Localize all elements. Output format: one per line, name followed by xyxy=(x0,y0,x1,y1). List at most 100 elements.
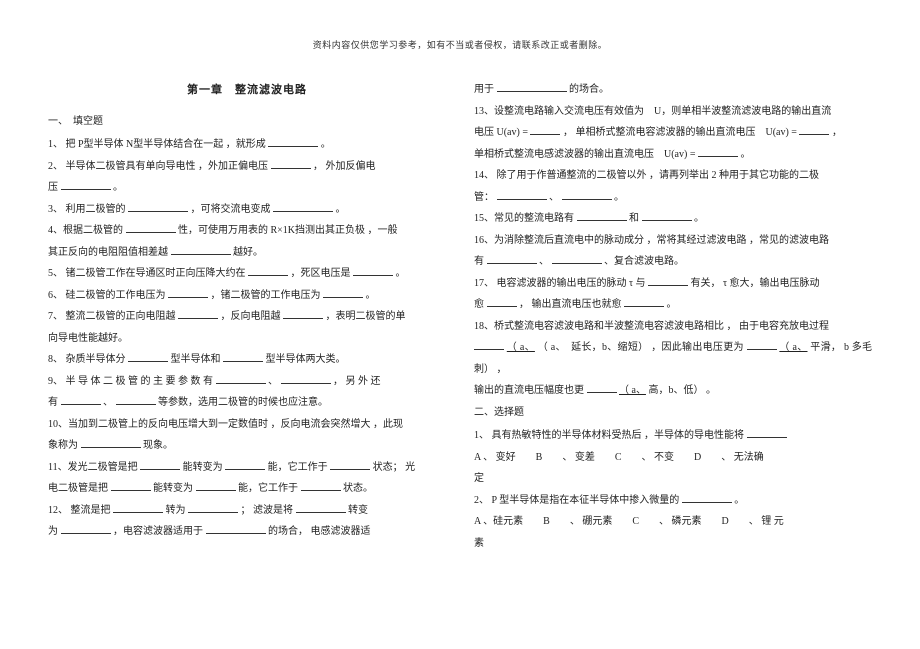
q5: 5、 锗二极管工作在导通区时正向压降大约在 ，死区电压是 。 xyxy=(48,263,446,285)
q13a: 13、设整流电路输入交流电压有效值为 U，则单相半波整流滤波电路的输出直流 xyxy=(474,106,831,117)
q18c-pre: 输出的直流电压幅度也更 xyxy=(474,385,584,396)
q18c-post: 高，b、低） 。 xyxy=(648,385,716,396)
q12c: ； 滤波是将 xyxy=(241,505,294,516)
q12h: 用于 xyxy=(474,84,494,95)
q17-line2: 愈 ， 输出直流电压也就愈 。 xyxy=(474,294,872,316)
blank xyxy=(474,341,504,350)
q12: 12、 整流是把 转为 ； 滤波是将 转变 xyxy=(48,500,446,522)
q14b: 管： xyxy=(474,192,494,203)
blank xyxy=(281,375,331,384)
q12d: 转变 xyxy=(348,505,368,516)
q11h: 状态。 xyxy=(343,483,373,494)
blank xyxy=(330,461,370,470)
q7c: ，表明二极管的单 xyxy=(326,311,406,322)
mc2b: 。 xyxy=(734,495,744,506)
blank xyxy=(624,298,664,307)
q11g: 能，它工作于 xyxy=(238,483,298,494)
q3a: 3、 利用二极管的 xyxy=(48,204,126,215)
q18a: 18、桥式整流电容滤波电路和半波整流电容滤波电路相比 ， 由于电容充放电过程 xyxy=(474,321,829,332)
mc2a: 2、 P 型半导体是指在本征半导体中掺入微量的 xyxy=(474,495,679,506)
blank xyxy=(271,160,311,169)
q17b: 有关， τ 愈大，输出电压脉动 xyxy=(691,278,820,289)
q6c: 。 xyxy=(366,290,376,301)
mc2-options: A 、硅元素 B 、 硼元素 C 、 磷元素 D 、 锂 元 xyxy=(474,511,872,533)
right-column: 用于 的场合。 13、设整流电路输入交流电压有效值为 U，则单相半波整流滤波电路… xyxy=(474,79,872,554)
q12-cont: 用于 的场合。 xyxy=(474,79,872,101)
q18-ans3: （ a、 xyxy=(619,385,646,396)
q9b: 、 xyxy=(268,376,278,387)
blank xyxy=(178,310,218,319)
q17d: ， 输出直流电压也就愈 xyxy=(519,299,622,310)
blank xyxy=(61,525,111,534)
q3: 3、 利用二极管的 ，可将交流电变成 。 xyxy=(48,199,446,221)
q14a: 14、 除了用于作普通整流的二极管以外 ，请再列举出 2 种用于其它功能的二极 xyxy=(474,170,819,181)
blank xyxy=(206,525,266,534)
q8a: 8、 杂质半导体分 xyxy=(48,354,126,365)
q9e: 、 xyxy=(103,397,113,408)
q11a: 11、发光二极管是把 xyxy=(48,462,138,473)
blank xyxy=(296,504,346,513)
blank xyxy=(497,83,567,92)
blank xyxy=(747,341,777,350)
q12g: 的场合， 电感滤波器适 xyxy=(268,526,371,537)
q17: 17、 电容滤波器的输出电压的脉动 τ 与 有关， τ 愈大，输出电压脉动 xyxy=(474,273,872,295)
q10b: 象称为 xyxy=(48,440,78,451)
blank xyxy=(552,255,602,264)
blank xyxy=(587,384,617,393)
blank xyxy=(301,482,341,491)
blank xyxy=(126,224,176,233)
q7d: 向导电性能越好。 xyxy=(48,333,128,344)
q17a: 17、 电容滤波器的输出电压的脉动 τ 与 xyxy=(474,278,646,289)
q3b: ，可将交流电变成 xyxy=(191,204,271,215)
mc1b: A 、 变好 B 、 变差 C 、 不变 D 、 无法确 xyxy=(474,452,764,463)
q9: 9、 半 导 体 二 极 管 的 主 要 参 数 有 、 ， 另 外 还 xyxy=(48,371,446,393)
q15c: 。 xyxy=(694,213,704,224)
mc1: 1、 具有热敏特性的半导体材料受热后 ，半导体的导电性能将 xyxy=(474,425,872,447)
q4: 4、根据二极管的 性，可使用万用表的 R×1K挡测出其正负极 ，一般 xyxy=(48,220,446,242)
mc2: 2、 P 型半导体是指在本征半导体中掺入微量的 。 xyxy=(474,490,872,512)
mc1-options: A 、 变好 B 、 变差 C 、 不变 D 、 无法确 xyxy=(474,447,872,469)
blank xyxy=(273,203,333,212)
q7a: 7、 整流二极管的正向电阻越 xyxy=(48,311,176,322)
q10a: 10、当加到二极管上的反向电压增大到一定数值时 ，反向电流会突然增大 ，此现 xyxy=(48,419,403,430)
q1-end: 。 xyxy=(321,139,331,150)
q3c: 。 xyxy=(336,204,346,215)
q13c: ， 单相桥式整流电容滤波器的输出直流电压 U(av) = xyxy=(563,127,797,138)
blank xyxy=(562,191,612,200)
q11b: 能转变为 xyxy=(183,462,223,473)
q16c: 、 xyxy=(539,256,549,267)
section-multiple-choice: 二、选择题 xyxy=(474,402,872,424)
blank xyxy=(168,289,208,298)
q13: 13、设整流电路输入交流电压有效值为 U，则单相半波整流滤波电路的输出直流 xyxy=(474,101,872,123)
q7b: ，反向电阻越 xyxy=(221,311,281,322)
q11c: 能，它工作于 xyxy=(268,462,328,473)
q14-line2: 管： 、 。 xyxy=(474,187,872,209)
q13b: 电压 U(av) = xyxy=(474,127,528,138)
q13f: 。 xyxy=(740,149,750,160)
section-fill-blank: 一、 填空题 xyxy=(48,111,446,133)
q12e: 为 xyxy=(48,526,58,537)
q18b: （ a、 延长，b、缩短） ，因此输出电压更为 xyxy=(538,342,744,353)
blank xyxy=(140,461,180,470)
q10-line2: 象称为 现象。 xyxy=(48,435,446,457)
q15a: 15、常见的整流电路有 xyxy=(474,213,574,224)
blank xyxy=(81,439,141,448)
blank xyxy=(283,310,323,319)
q1-text: 1、 把 P型半导体 N型半导体结合在一起 ，就形成 xyxy=(48,139,266,150)
q6: 6、 硅二极管的工作电压为 ，锗二极管的工作电压为 。 xyxy=(48,285,446,307)
q16-line2: 有 、 、复合滤波电路。 xyxy=(474,251,872,273)
q5a: 5、 锗二极管工作在导通区时正向压降大约在 xyxy=(48,268,246,279)
q7: 7、 整流二极管的正向电阻越 ，反向电阻越 ，表明二极管的单 xyxy=(48,306,446,328)
blank xyxy=(116,396,156,405)
blank xyxy=(171,246,231,255)
blank xyxy=(530,126,560,135)
q7-line2: 向导电性能越好。 xyxy=(48,328,446,350)
q6b: ，锗二极管的工作电压为 xyxy=(211,290,321,301)
q5c: 。 xyxy=(396,268,406,279)
q10: 10、当加到二极管上的反向电压增大到一定数值时 ，反向电流会突然增大 ，此现 xyxy=(48,414,446,436)
q14d: 。 xyxy=(614,192,624,203)
q16: 16、为消除整流后直流电中的脉动成分 ，常将其经过滤波电路 ，常见的滤波电路 xyxy=(474,230,872,252)
blank xyxy=(223,353,263,362)
blank xyxy=(799,126,829,135)
q11e: 电二极管是把 xyxy=(48,483,108,494)
